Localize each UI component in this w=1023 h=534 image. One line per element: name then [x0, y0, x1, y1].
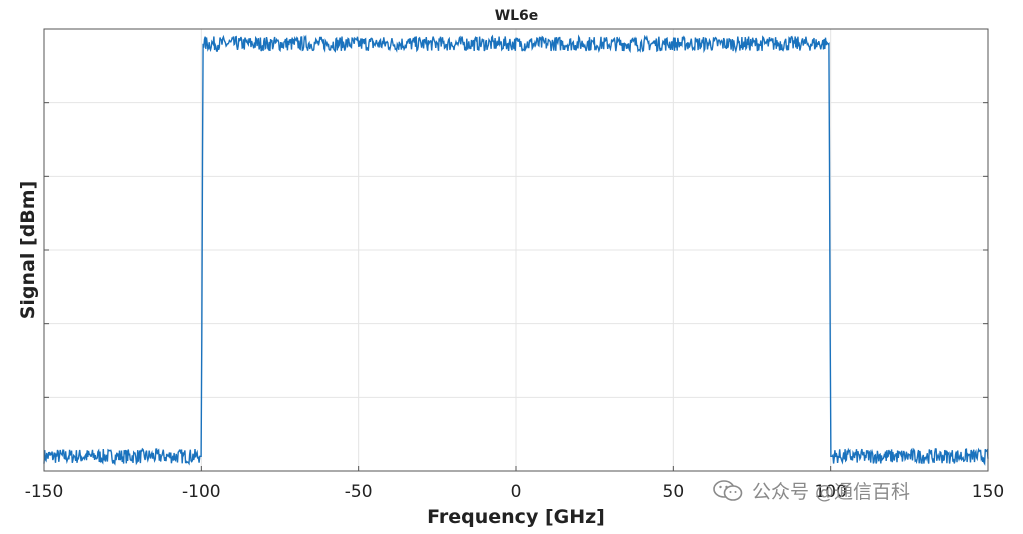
- wechat-icon: [713, 479, 743, 501]
- x-tick-label: 0: [511, 482, 522, 502]
- signal-trace: [43, 34, 989, 466]
- x-tick-label: -50: [345, 482, 373, 502]
- watermark-text: 公众号 @通信百科: [752, 481, 911, 503]
- y-axis-label: Signal [dBm]: [17, 180, 39, 320]
- x-tick-label: 50: [663, 482, 685, 502]
- x-tick-label: -150: [25, 482, 64, 502]
- x-tick-label: -100: [182, 482, 221, 502]
- chart-title: WL6e: [494, 8, 539, 24]
- watermark: 公众号 @通信百科: [712, 477, 910, 504]
- x-axis-label: Frequency [GHz]: [427, 506, 605, 528]
- x-tick-label: 100: [814, 482, 846, 502]
- x-tick-label: 150: [972, 482, 1004, 502]
